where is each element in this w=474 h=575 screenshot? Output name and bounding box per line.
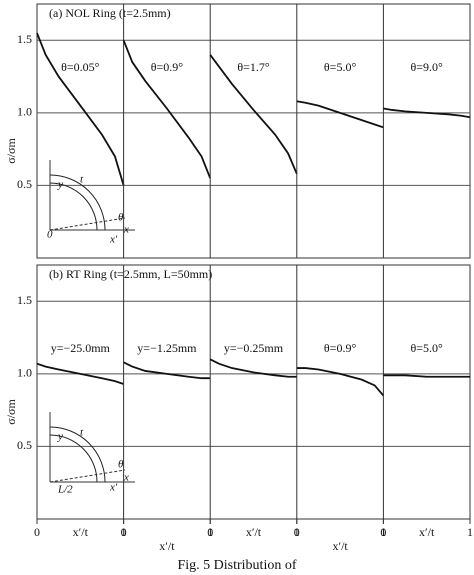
y-axis-label: σ/σm <box>4 399 18 425</box>
curve <box>122 39 212 179</box>
x-tick-label: 0 <box>207 525 213 539</box>
x-tick-label: 1 <box>467 525 473 539</box>
y-tick-label: 0.5 <box>17 438 32 452</box>
x-axis-label: x′/t <box>159 539 175 553</box>
inset-label: x <box>123 472 129 484</box>
panel-frame <box>36 264 471 520</box>
inset-label: x′ <box>109 234 118 246</box>
curve-label: θ=1.7° <box>237 60 270 74</box>
curve-label: θ=0.9° <box>324 341 357 355</box>
curve <box>36 32 125 186</box>
curve-label: θ=5.0° <box>324 60 357 74</box>
curve <box>383 374 470 378</box>
inset-ray <box>49 469 126 483</box>
curve-label: θ=5.0° <box>411 341 444 355</box>
inset-ring <box>49 434 98 483</box>
curve <box>383 107 471 119</box>
curve <box>209 358 297 378</box>
inset-label: 0 <box>47 229 53 241</box>
x-tick-label: 0 <box>294 525 300 539</box>
curve-label: θ=0.9° <box>151 60 184 74</box>
curve-label: y=−0.25mm <box>224 341 284 355</box>
x-axis-label: x′/t <box>332 539 348 553</box>
y-tick-label: 0.5 <box>17 177 32 191</box>
x-axis-label: x′/t <box>419 525 435 539</box>
x-tick-label: 0 <box>121 525 127 539</box>
x-tick-label: 1 <box>380 525 386 539</box>
curve-label: θ=0.05° <box>61 60 100 74</box>
y-tick-label: 1.0 <box>17 366 32 380</box>
inset-label: θ <box>118 459 124 471</box>
panel-title: (a) NOL Ring (t=2.5mm) <box>49 6 171 20</box>
inset-label: t <box>80 427 84 439</box>
inset-label: y <box>57 431 63 443</box>
curve <box>123 361 211 380</box>
inset-ring <box>49 174 106 231</box>
curve <box>296 100 384 129</box>
inset-label: θ <box>118 212 124 224</box>
curve <box>296 367 385 397</box>
y-axis-label: σ/σm <box>4 138 18 164</box>
x-axis-label: x′/t <box>246 525 262 539</box>
inset-label: x′ <box>109 482 118 494</box>
curve <box>36 362 124 385</box>
x-tick-label: 1 <box>294 525 300 539</box>
panel-title: (b) RT Ring (t=2.5mm, L=50mm) <box>49 267 212 281</box>
inset-ray <box>49 217 126 231</box>
x-tick-label: 1 <box>121 525 127 539</box>
inset-label: L/2 <box>57 484 73 496</box>
caption: Fig. 5 Distribution of <box>177 558 296 573</box>
y-tick-label: 1.5 <box>17 32 32 46</box>
curve-label: θ=9.0° <box>411 60 444 74</box>
y-tick-label: 1.0 <box>17 105 32 119</box>
panel-frame <box>36 3 471 259</box>
curve-label: y=−1.25mm <box>137 341 197 355</box>
x-tick-label: 1 <box>207 525 213 539</box>
inset-label: x <box>123 224 129 236</box>
curve-label: y=−25.0mm <box>51 341 111 355</box>
y-tick-label: 1.5 <box>17 293 32 307</box>
x-tick-label: 0 <box>34 525 40 539</box>
inset-label: t <box>80 174 84 186</box>
inset-label: y <box>57 179 63 191</box>
inset-ring <box>49 182 98 231</box>
x-axis-label: x′/t <box>73 525 89 539</box>
curve <box>209 54 298 175</box>
inset-ring <box>49 426 106 483</box>
x-tick-label: 0 <box>380 525 386 539</box>
